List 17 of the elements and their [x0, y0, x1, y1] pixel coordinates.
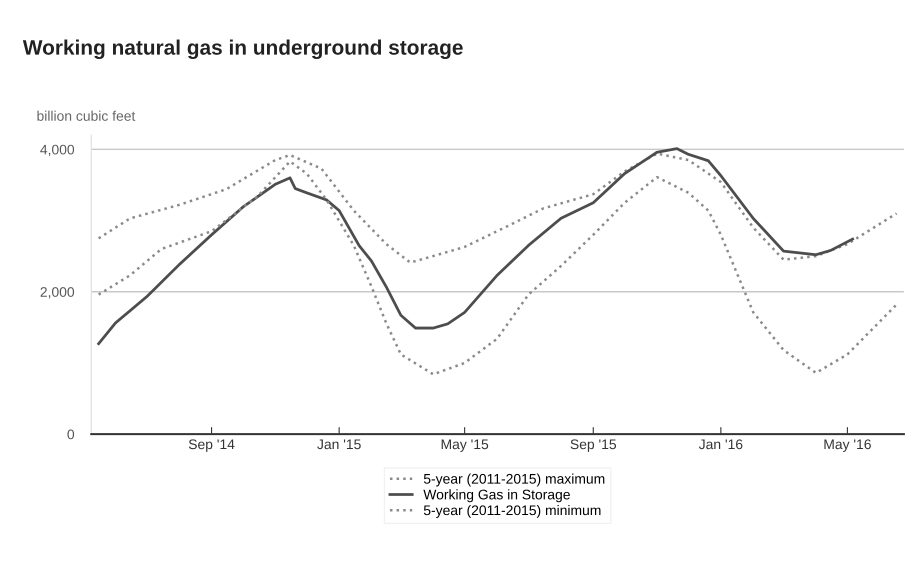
x-tick-label: Jan '15: [317, 439, 361, 450]
legend-label: Working Gas in Storage: [423, 489, 570, 502]
x-tick-label: May '15: [442, 439, 488, 452]
legend-label: 5-year (2011-2015) minimum: [424, 504, 600, 518]
chart-title: Working natural gas in underground storage: [22, 40, 463, 60]
x-tick-label: Sep '15: [570, 439, 616, 452]
x-tick-label: Sep '14: [188, 439, 234, 452]
y-tick-label: 0: [67, 429, 74, 440]
line-series: [97, 152, 898, 264]
x-tick-label: May '16: [824, 439, 871, 452]
y-axis-title: billion cubic feet: [37, 110, 136, 121]
x-tick-label: Jan '16: [698, 439, 742, 450]
legend-label: 5-year (2011-2015) maximum: [424, 474, 604, 486]
line-series: [97, 147, 854, 346]
y-tick-label: 2,000: [40, 287, 74, 299]
line-series: [97, 160, 898, 376]
y-tick-label: 4,000: [40, 144, 74, 156]
